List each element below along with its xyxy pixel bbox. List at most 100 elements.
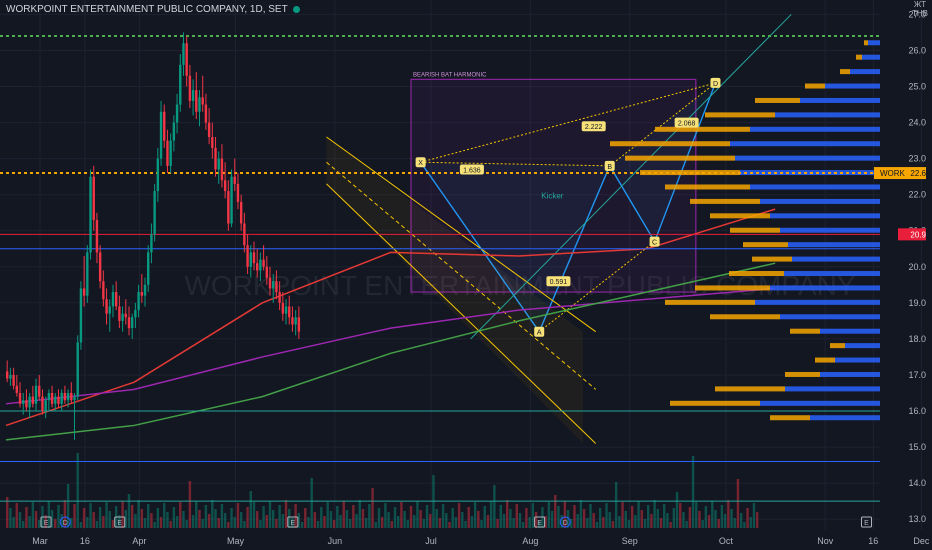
- candle-body: [255, 263, 259, 271]
- candle-body: [9, 374, 12, 379]
- volume-bar: [531, 503, 535, 528]
- y-axis[interactable]: 27.026.025.024.023.022.021.020.019.018.0…: [874, 9, 927, 524]
- volume-bar: [390, 521, 393, 528]
- candle-body: [114, 292, 118, 307]
- volume-bar: [66, 484, 70, 528]
- candle-body: [217, 158, 220, 170]
- profile-bar-up: [780, 314, 880, 320]
- volume-bar: [147, 504, 150, 528]
- candle-body: [89, 176, 92, 253]
- candle-body: [6, 371, 9, 379]
- volume-bar: [653, 500, 656, 528]
- candle-body: [140, 292, 144, 296]
- volume-bar: [217, 518, 220, 528]
- channel-mid-line: [326, 161, 597, 390]
- volume-bar: [73, 504, 76, 528]
- volume-bar: [179, 502, 182, 528]
- volume-bar: [188, 481, 192, 528]
- candle-body: [153, 191, 156, 235]
- volume-bar: [448, 522, 451, 528]
- volume-bar: [429, 514, 432, 528]
- candle-body: [60, 392, 63, 404]
- candle-body: [41, 396, 44, 412]
- profile-bar-up: [835, 357, 880, 363]
- candle-body: [204, 104, 208, 123]
- candle-body: [259, 259, 262, 271]
- event-marker-label: D: [63, 520, 68, 527]
- candle-body: [175, 104, 179, 123]
- volume-bar: [57, 505, 60, 528]
- volume-bar: [393, 507, 397, 528]
- candle-body: [156, 158, 160, 192]
- candle-body: [137, 292, 140, 311]
- volume-bar: [47, 501, 51, 528]
- event-marker-box: [287, 516, 299, 528]
- candle-body: [15, 385, 19, 393]
- volume-bar: [621, 502, 624, 528]
- candle-body: [179, 64, 182, 105]
- harmonic-point-box: [710, 77, 721, 88]
- ratio-label-box: [674, 117, 699, 128]
- y-tick-label: 16.0: [908, 406, 926, 416]
- volume-bar: [336, 506, 339, 528]
- volume-bar: [236, 503, 240, 528]
- symbol-header[interactable]: WORKPOINT ENTERTAINMENT PUBLIC COMPANY, …: [6, 4, 300, 15]
- candle-body: [195, 90, 198, 112]
- volume-bar: [416, 501, 419, 528]
- event-marker-box: [534, 516, 546, 528]
- volume-bar: [175, 516, 179, 528]
- volume-bar: [473, 502, 477, 528]
- channel-lower-line: [326, 183, 597, 444]
- candle-body: [163, 111, 166, 141]
- volume-bar: [329, 511, 333, 528]
- candle-body: [12, 374, 15, 386]
- profile-bar-up: [810, 415, 880, 421]
- profile-bar-down: [856, 54, 862, 60]
- volume-bar: [701, 520, 704, 528]
- volume-bar: [647, 505, 650, 528]
- candle-body: [188, 75, 192, 101]
- x-tick-label: Jun: [328, 536, 343, 546]
- volume-bar: [493, 485, 496, 528]
- volume-bar: [659, 518, 663, 528]
- candle-body: [34, 385, 38, 404]
- candle-body: [207, 122, 211, 138]
- volume-bar: [387, 512, 390, 528]
- volume-bar: [326, 502, 329, 528]
- candle-body: [31, 396, 35, 404]
- volume-bar: [44, 515, 47, 528]
- volume-bar: [397, 516, 400, 528]
- volume-bar: [54, 519, 57, 528]
- volume-bar: [563, 501, 567, 528]
- ratio-label-box: [546, 276, 571, 287]
- volume-bar: [419, 510, 422, 528]
- volume-bar: [438, 518, 442, 528]
- candle-body: [227, 191, 230, 224]
- volume-bar: [557, 506, 560, 528]
- volume-bar: [63, 500, 67, 528]
- volume-bar: [509, 509, 512, 528]
- x-axis[interactable]: Mar 16 Apr May Jun Jul Aug Sep Oct Nov 16 Dec: [32, 536, 930, 546]
- profile-bar-up: [784, 271, 880, 277]
- y-tick-label: 24.0: [908, 118, 926, 128]
- volume-bar: [342, 501, 345, 528]
- y-tick-label: 23.0: [908, 154, 926, 164]
- event-marker-label: E: [44, 520, 49, 527]
- volume-bar: [339, 515, 342, 528]
- event-marker-box: [861, 516, 873, 528]
- volume-bar: [76, 453, 79, 528]
- volume-bar: [755, 512, 759, 528]
- profile-bar-up: [760, 198, 880, 204]
- y-tick-label: 25.0: [908, 82, 926, 92]
- volume-bar: [582, 509, 586, 528]
- volume-bar: [60, 514, 63, 528]
- candle-body: [121, 313, 124, 321]
- volume-bar: [111, 520, 115, 528]
- volume-bar: [489, 501, 493, 528]
- volume-bar: [332, 520, 336, 528]
- volume-bar: [730, 509, 733, 528]
- harmonic-point-box: [534, 326, 545, 337]
- volume-bar: [477, 511, 480, 528]
- harmonic-point-label: X: [418, 160, 423, 167]
